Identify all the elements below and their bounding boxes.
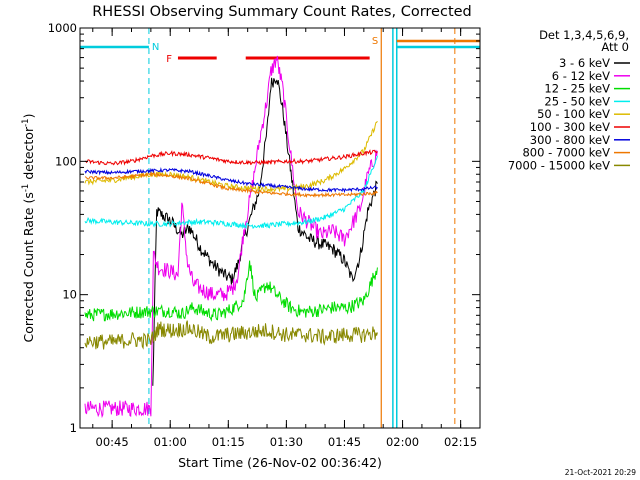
y-tick-label: 1000 <box>48 21 77 35</box>
chart-title: RHESSI Observing Summary Count Rates, Co… <box>92 4 472 20</box>
series-line-6 <box>84 166 378 194</box>
flag-layer: N S F <box>80 28 480 428</box>
x-tick-label: 00:45 <box>96 435 129 449</box>
datestamp: 21-Oct-2021 20:29 <box>565 468 636 477</box>
y-tick-label: 100 <box>55 154 77 168</box>
x-axis-label: Start Time (26-Nov-02 00:36:42) <box>178 455 382 470</box>
y-axis-label-main: Corrected Count Rate (s <box>21 192 36 342</box>
legend-label-4: 50 - 100 keV <box>537 107 610 121</box>
legend-label-6: 300 - 800 keV <box>530 133 610 147</box>
legend-label-2: 12 - 25 keV <box>544 82 610 96</box>
x-tick-label: 01:45 <box>328 435 361 449</box>
night-flag-label: N <box>152 42 159 53</box>
plot-frame <box>79 27 481 429</box>
saa-flag-label: S <box>372 36 378 47</box>
legend-label-8: 7000 - 15000 keV <box>508 158 610 172</box>
axis-layer: 1 10 100 1000 00:45 01:00 01:15 01:30 01:45 02:00… <box>48 21 481 449</box>
series-line-8 <box>84 320 378 350</box>
legend-header-line1: Det 1,3,4,5,6,9, <box>539 28 629 42</box>
x-tick-label: 01:30 <box>270 435 303 449</box>
y-axis-label-sup2: -1 <box>21 118 31 126</box>
legend-label-0: 3 - 6 keV <box>559 56 610 70</box>
y-axis-label: Corrected Count Rate (s-1 detector-1) <box>21 114 36 343</box>
y-axis-label-end: ) <box>21 114 36 119</box>
series-line-2 <box>84 260 378 322</box>
y-tick-label: 1 <box>70 421 77 435</box>
series-line-3 <box>84 155 378 230</box>
y-axis-label-sup1: -1 <box>21 184 31 192</box>
flare-flag-label: F <box>166 54 172 65</box>
legend-label-7: 800 - 7000 keV <box>522 146 610 160</box>
series-line-0 <box>152 77 378 386</box>
series-line-4 <box>84 120 378 194</box>
legend-header-line2: Att 0 <box>601 40 629 54</box>
x-tick-label: 02:15 <box>444 435 477 449</box>
y-axis-label-mid: detector <box>21 126 36 184</box>
legend-label-5: 100 - 300 keV <box>530 120 610 134</box>
x-tick-label: 01:00 <box>154 435 187 449</box>
series-line-1 <box>84 55 378 419</box>
legend-label-1: 6 - 12 keV <box>552 69 610 83</box>
legend-label-3: 25 - 50 keV <box>544 94 610 108</box>
y-tick-label: 10 <box>62 288 77 302</box>
series-line-7 <box>84 171 378 199</box>
series-line-5 <box>84 149 378 166</box>
x-tick-label: 02:00 <box>386 435 419 449</box>
series-layer <box>84 55 378 419</box>
x-tick-label: 01:15 <box>212 435 245 449</box>
